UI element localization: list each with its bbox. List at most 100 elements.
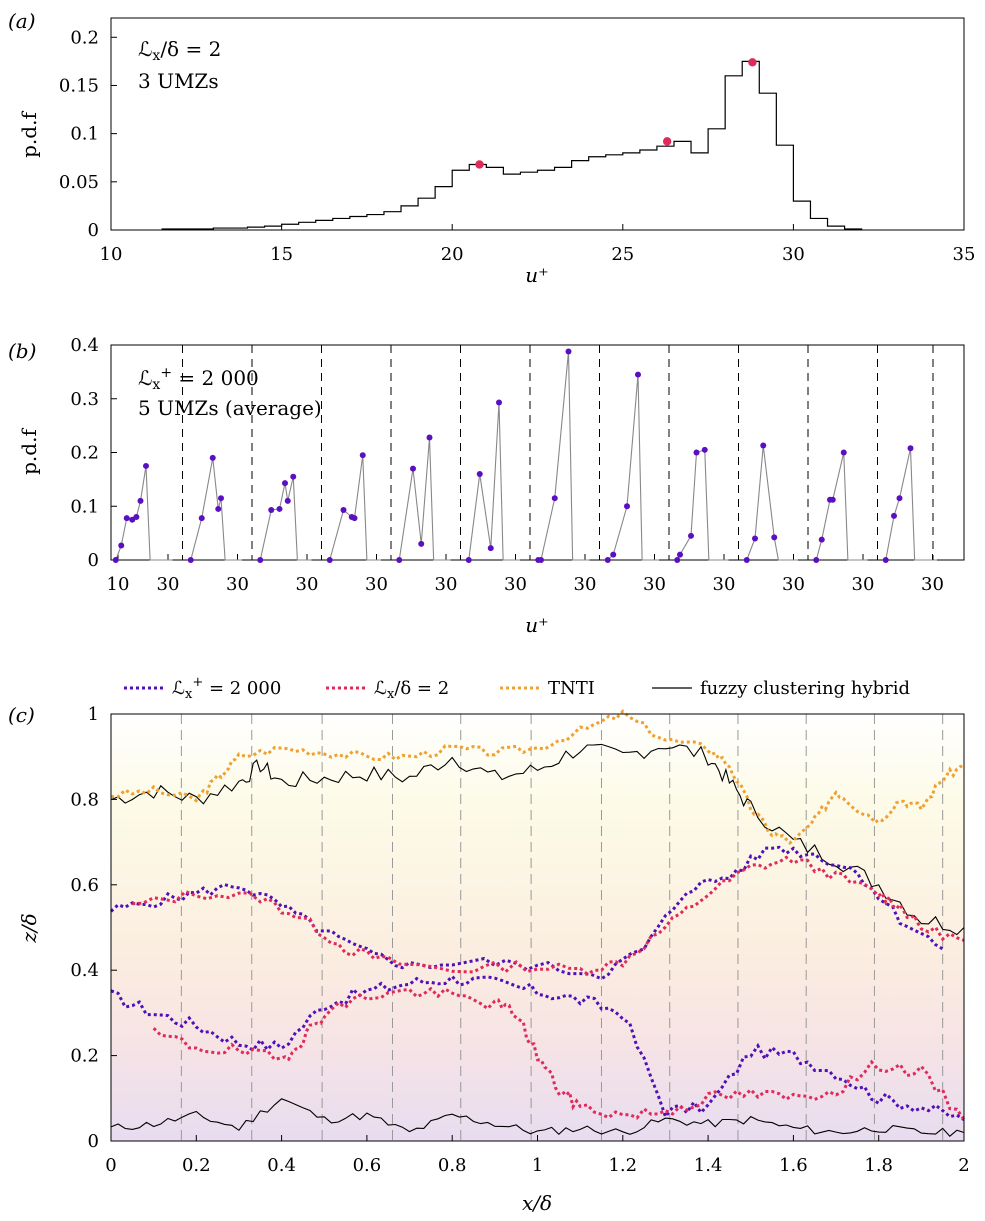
peak-marker <box>604 557 611 563</box>
segment-histogram <box>676 449 729 561</box>
peak-marker <box>476 471 483 477</box>
x-tick-label: 10 <box>107 574 130 595</box>
peak-marker <box>496 399 502 406</box>
panel-a-label: (a) <box>8 9 36 33</box>
legend: ℒx+ = 2 000 ℒx/δ = 2 TNTI fuzzy clusteri… <box>124 675 910 702</box>
peak-marker <box>688 532 694 539</box>
fuzzy-clustering-curve <box>110 1098 965 1137</box>
y-tick-label: 0 <box>88 550 99 571</box>
segment-histogram <box>329 455 381 561</box>
y-tick-label: 0.2 <box>70 27 99 48</box>
panel-b-xlabel: u⁺ <box>525 613 548 637</box>
peak-marker <box>276 505 283 512</box>
peak-marker <box>475 160 484 169</box>
peak-marker <box>326 557 333 563</box>
y-tick-label: 0 <box>88 1131 99 1152</box>
x-tick-label: 15 <box>270 244 293 265</box>
segment-histogram <box>259 476 312 561</box>
peak-marker <box>257 557 264 563</box>
peak-marker <box>677 551 683 558</box>
panel-c-label: (c) <box>8 703 35 727</box>
lx-delta-curve <box>152 986 966 1121</box>
panel-a-histogram <box>161 60 863 230</box>
peak-marker <box>771 534 778 541</box>
panel-a-ylabel: p.d.f <box>17 111 41 158</box>
panel-c: (c) z/δ x/δ 0 0.2 0.4 0.6 0.8 1 1.2 1.4 1.6 1.8 2 0… <box>8 703 970 1215</box>
peak-marker <box>426 434 433 441</box>
peak-marker <box>284 497 291 504</box>
panel-c-ylabel: z/δ <box>17 913 41 943</box>
x-tick-label: 30 <box>504 574 527 595</box>
peak-marker <box>410 465 416 472</box>
x-tick-label: 1 <box>532 1155 543 1176</box>
y-tick-label: 0.2 <box>70 443 99 464</box>
x-tick-label: 30 <box>157 574 180 595</box>
panel-a-axes <box>110 17 965 231</box>
peak-marker <box>418 540 425 547</box>
segment-histogram <box>538 351 590 561</box>
peak-marker <box>187 557 194 563</box>
peak-marker <box>538 557 544 563</box>
segment-histogram <box>746 445 798 561</box>
segment-histogram <box>815 452 868 561</box>
x-tick-label: 20 <box>441 244 464 265</box>
x-tick-label: 10 <box>100 244 123 265</box>
peak-marker <box>752 535 758 542</box>
segment-histogram <box>607 374 659 561</box>
x-tick-label: 30 <box>921 574 944 595</box>
x-tick-label: 0.2 <box>182 1155 211 1176</box>
peak-marker <box>487 545 494 552</box>
peak-marker <box>551 495 558 502</box>
x-tick-label: 1.2 <box>608 1155 637 1176</box>
x-tick-label: 30 <box>643 574 666 595</box>
peak-marker <box>610 551 617 558</box>
tnti-curve <box>110 709 965 846</box>
y-tick-label: 0.4 <box>70 335 99 356</box>
segment-histogram <box>115 465 173 561</box>
x-tick-label: 30 <box>226 574 249 595</box>
panel-a-xlabel: u⁺ <box>525 263 548 287</box>
peak-marker <box>268 507 275 514</box>
peak-marker <box>143 462 149 469</box>
peak-marker <box>624 503 630 510</box>
peak-marker <box>209 454 216 461</box>
x-tick-label: 0.4 <box>267 1155 296 1176</box>
peak-marker <box>215 505 222 512</box>
peak-marker <box>123 515 130 522</box>
y-tick-label: 0.1 <box>70 496 99 517</box>
x-tick-label: 2 <box>958 1155 969 1176</box>
peak-marker <box>340 507 347 514</box>
panel-b: (b) p.d.f u⁺ ℒx+ = 2 000 5 UMZs (average… <box>8 335 965 637</box>
peak-marker <box>760 442 767 449</box>
legend-label-fuzzy: fuzzy clustering hybrid <box>700 678 910 699</box>
peak-marker <box>290 473 297 480</box>
peak-marker <box>465 557 472 563</box>
y-tick-label: 0.4 <box>70 960 99 981</box>
panel-a-annotation-2: 3 UMZs <box>138 69 219 93</box>
x-tick-label: 30 <box>574 574 597 595</box>
peak-marker <box>674 557 681 563</box>
legend-label-tnti: TNTI <box>548 678 595 699</box>
x-tick-label: 30 <box>852 574 875 595</box>
x-tick-label: 30 <box>782 244 805 265</box>
peak-marker <box>818 536 825 543</box>
peak-marker <box>907 445 914 452</box>
y-tick-label: 0.1 <box>70 124 99 145</box>
peak-marker <box>840 449 847 456</box>
y-tick-label: 1 <box>88 704 99 725</box>
peak-marker <box>137 497 144 504</box>
peak-marker <box>748 58 757 67</box>
peak-marker <box>693 449 700 456</box>
peak-marker <box>218 495 224 502</box>
peak-marker <box>635 371 641 378</box>
peak-marker <box>743 557 750 563</box>
peak-marker <box>351 515 358 522</box>
panel-a: (a) p.d.f u⁺ ℒx/δ = 2 3 UMZs 10 15 20 25 30 3… <box>8 9 975 287</box>
panel-b-label: (b) <box>8 339 36 363</box>
peak-marker <box>701 446 708 453</box>
lx-delta-curve <box>132 855 965 976</box>
x-tick-label: 1.6 <box>779 1155 808 1176</box>
peak-marker <box>829 496 836 503</box>
y-tick-label: 0.3 <box>70 389 99 410</box>
